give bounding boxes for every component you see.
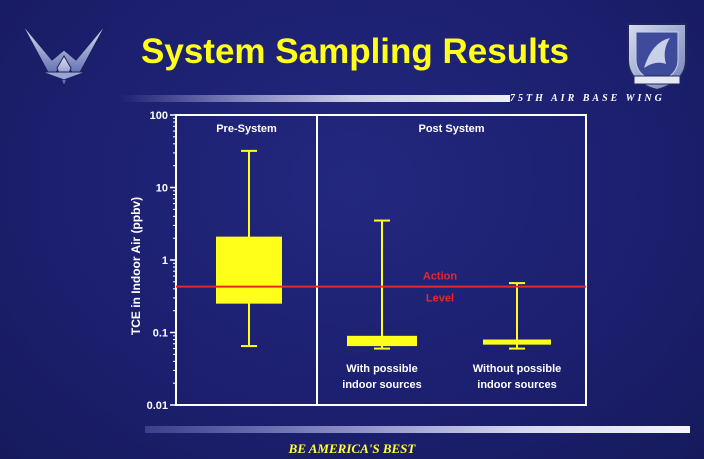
title-rule xyxy=(120,95,510,102)
y-tick-label: 10 xyxy=(156,183,168,195)
panel-label: Post System xyxy=(418,123,484,135)
box-label: indoor sources xyxy=(342,379,421,391)
org-name: 75TH AIR BASE WING xyxy=(510,93,665,104)
action-level-label: Action xyxy=(423,271,458,283)
slide-title: System Sampling Results xyxy=(141,32,569,71)
y-tick-label: 0.1 xyxy=(153,328,168,340)
y-tick-label: 0.01 xyxy=(147,400,168,412)
75th-air-base-wing-shield-icon xyxy=(627,23,687,92)
panel-label: Pre-System xyxy=(216,123,277,135)
y-tick-label: 100 xyxy=(150,110,168,122)
box xyxy=(216,236,282,304)
box xyxy=(347,335,417,347)
footer-rule xyxy=(145,426,690,433)
box-label: With possible xyxy=(346,363,417,375)
box-label: indoor sources xyxy=(477,379,556,391)
y-axis-label: TCE in Indoor Air (ppbv) xyxy=(129,197,143,335)
action-level-label: Level xyxy=(426,293,454,305)
box xyxy=(483,339,551,345)
footer-motto: BE AMERICA'S BEST xyxy=(288,441,416,456)
box-label: Without possible xyxy=(473,363,562,375)
air-force-wings-logo-icon xyxy=(21,23,107,88)
y-tick-label: 1 xyxy=(162,255,168,267)
